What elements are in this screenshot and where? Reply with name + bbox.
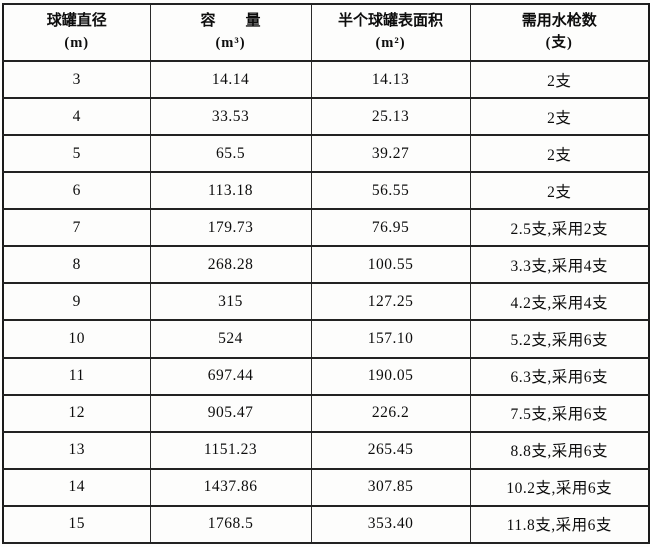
header-unit: (m)	[64, 34, 90, 51]
table-row: 5 65.5 39.27 2支	[2, 134, 650, 174]
table-row: 7 179.73 76.95 2.5支,采用2支	[2, 208, 650, 248]
cell-water-guns: 7.5支,采用6支	[469, 393, 650, 433]
header-row: 球罐直径 (m) 容 量 (m³) 半个球罐表面积 (m²) 需用水枪数 (支)	[2, 3, 650, 62]
cell-water-guns: 2.5支,采用2支	[469, 208, 650, 248]
cell-diameter: 13	[2, 430, 151, 470]
cell-capacity: 905.47	[149, 393, 312, 433]
table-row: 8 268.28 100.55 3.3支,采用4支	[2, 245, 650, 285]
cell-water-guns: 10.2支,采用6支	[469, 467, 650, 507]
cell-water-guns: 3.3支,采用4支	[469, 245, 650, 285]
cell-diameter: 11	[2, 356, 151, 396]
cell-capacity: 65.5	[149, 134, 312, 174]
header-unit: (m³)	[215, 34, 246, 51]
table-row: 15 1768.5 353.40 11.8支,采用6支	[2, 504, 650, 545]
header-label: 球罐直径	[46, 13, 107, 30]
col-header-surface-area: 半个球罐表面积 (m²)	[310, 3, 471, 62]
cell-capacity: 524	[149, 319, 312, 359]
table-row: 9 315 127.25 4.2支,采用4支	[2, 282, 650, 322]
cell-water-guns: 6.3支,采用6支	[469, 356, 650, 396]
cell-diameter: 8	[2, 245, 151, 285]
table-row: 10 524 157.10 5.2支,采用6支	[2, 319, 650, 359]
cell-surface-area: 14.13	[310, 59, 471, 100]
cell-water-guns: 2支	[469, 171, 650, 211]
table-row: 12 905.47 226.2 7.5支,采用6支	[2, 393, 650, 433]
cell-diameter: 12	[2, 393, 151, 433]
cell-water-guns: 11.8支,采用6支	[469, 504, 650, 545]
cell-surface-area: 39.27	[310, 134, 471, 174]
table-row: 4 33.53 25.13 2支	[2, 97, 650, 137]
cell-capacity: 315	[149, 282, 312, 322]
cell-surface-area: 100.55	[310, 245, 471, 285]
table-row: 3 14.14 14.13 2支	[2, 59, 650, 100]
cell-water-guns: 5.2支,采用6支	[469, 319, 650, 359]
cell-diameter: 10	[2, 319, 151, 359]
cell-capacity: 268.28	[149, 245, 312, 285]
table-row: 13 1151.23 265.45 8.8支,采用6支	[2, 430, 650, 470]
header-unit: (m²)	[375, 34, 406, 51]
cell-surface-area: 353.40	[310, 504, 471, 545]
header-label: 需用水枪数	[521, 13, 597, 30]
cell-diameter: 7	[2, 208, 151, 248]
cell-water-guns: 2支	[469, 97, 650, 137]
cell-diameter: 9	[2, 282, 151, 322]
cell-water-guns: 2支	[469, 59, 650, 100]
cell-capacity: 113.18	[149, 171, 312, 211]
cell-diameter: 15	[2, 504, 151, 545]
cell-diameter: 3	[2, 59, 151, 100]
cell-capacity: 1437.86	[149, 467, 312, 507]
header-unit: (支)	[545, 34, 573, 51]
table-row: 11 697.44 190.05 6.3支,采用6支	[2, 356, 650, 396]
cell-capacity: 33.53	[149, 97, 312, 137]
table-row: 6 113.18 56.55 2支	[2, 171, 650, 211]
cell-water-guns: 2支	[469, 134, 650, 174]
cell-water-guns: 8.8支,采用6支	[469, 430, 650, 470]
cell-capacity: 179.73	[149, 208, 312, 248]
cell-surface-area: 76.95	[310, 208, 471, 248]
cell-surface-area: 307.85	[310, 467, 471, 507]
cell-surface-area: 265.45	[310, 430, 471, 470]
cell-surface-area: 157.10	[310, 319, 471, 359]
header-label: 容 量	[200, 13, 261, 30]
cell-surface-area: 127.25	[310, 282, 471, 322]
cell-capacity: 1151.23	[149, 430, 312, 470]
header-label: 半个球罐表面积	[337, 13, 443, 30]
cell-diameter: 5	[2, 134, 151, 174]
col-header-capacity: 容 量 (m³)	[149, 3, 312, 62]
water-gun-requirement-table: 球罐直径 (m) 容 量 (m³) 半个球罐表面积 (m²) 需用水枪数 (支)	[2, 3, 650, 545]
cell-capacity: 14.14	[149, 59, 312, 100]
cell-water-guns: 4.2支,采用4支	[469, 282, 650, 322]
cell-surface-area: 56.55	[310, 171, 471, 211]
cell-capacity: 697.44	[149, 356, 312, 396]
cell-diameter: 6	[2, 171, 151, 211]
cell-surface-area: 226.2	[310, 393, 471, 433]
col-header-diameter: 球罐直径 (m)	[2, 3, 151, 62]
cell-surface-area: 190.05	[310, 356, 471, 396]
table-row: 14 1437.86 307.85 10.2支,采用6支	[2, 467, 650, 507]
cell-capacity: 1768.5	[149, 504, 312, 545]
cell-surface-area: 25.13	[310, 97, 471, 137]
cell-diameter: 14	[2, 467, 151, 507]
col-header-water-guns: 需用水枪数 (支)	[469, 3, 650, 62]
cell-diameter: 4	[2, 97, 151, 137]
